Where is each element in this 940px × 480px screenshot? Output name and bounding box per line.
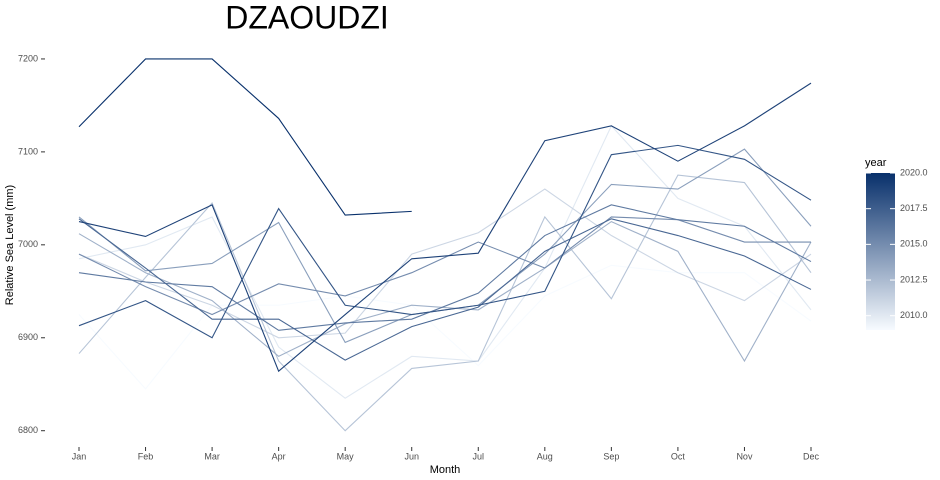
series-line <box>78 264 812 390</box>
series-line <box>78 124 812 399</box>
x-axis-label: Month <box>430 464 461 476</box>
colorbar <box>866 173 895 330</box>
legend-title: year <box>865 157 887 169</box>
x-tick-label: Jun <box>404 451 419 461</box>
y-tick-label: 7000 <box>18 239 38 249</box>
x-tick-label: May <box>337 451 355 461</box>
x-tick-label: Dec <box>803 451 820 461</box>
series-line <box>78 220 812 363</box>
x-tick-label: Feb <box>138 451 154 461</box>
chart-title: DZAOUDZI <box>225 0 389 35</box>
x-tick-label: Sep <box>603 451 619 461</box>
colorbar-tick-label: 2010.0 <box>900 310 928 320</box>
series-line <box>78 218 812 361</box>
y-tick-label: 7100 <box>18 146 38 156</box>
y-tick-label: 6900 <box>18 332 38 342</box>
y-tick-label: 7200 <box>18 53 38 63</box>
series-line <box>78 204 812 331</box>
series-line <box>78 58 412 216</box>
colorbar-tick-label: 2015.0 <box>900 239 928 249</box>
x-tick-label: Nov <box>736 451 753 461</box>
colorbar-tick-label: 2017.5 <box>900 203 928 213</box>
x-tick-label: Jan <box>72 451 87 461</box>
x-tick-label: Oct <box>671 451 686 461</box>
y-tick-label: 6800 <box>18 425 38 435</box>
series-line <box>78 144 812 339</box>
x-tick-label: Jul <box>473 451 485 461</box>
series-line <box>78 174 812 432</box>
y-axis-label: Relative Sea Level (mm) <box>4 185 16 305</box>
series-line <box>78 188 812 339</box>
series-line <box>78 82 812 373</box>
x-tick-label: Apr <box>272 451 286 461</box>
series-line <box>78 216 811 316</box>
x-tick-label: Aug <box>537 451 553 461</box>
colorbar-tick-label: 2020.0 <box>900 167 928 177</box>
x-tick-label: Mar <box>204 451 220 461</box>
colorbar-tick-label: 2012.5 <box>900 274 928 284</box>
